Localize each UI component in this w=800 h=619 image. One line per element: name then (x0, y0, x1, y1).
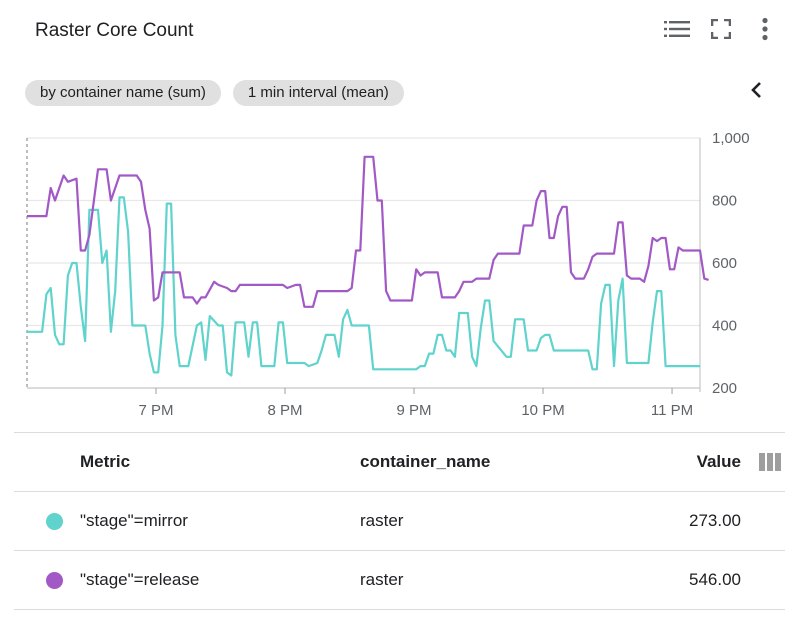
y-tick-label: 200 (712, 380, 737, 397)
series-color-dot (46, 572, 63, 590)
value-column-header[interactable]: Value (696, 452, 741, 471)
chart-toolbar (662, 14, 780, 44)
view-column-icon[interactable] (759, 453, 781, 476)
series-color-dot (46, 513, 63, 531)
list-icon[interactable] (662, 14, 692, 44)
interval-chip[interactable]: 1 min interval (mean) (232, 80, 404, 106)
y-tick-label: 400 (712, 318, 737, 335)
x-tick-label: 7 PM (139, 402, 174, 419)
legend-metric: "stage"=release (80, 550, 360, 610)
legend-color-cell (14, 491, 80, 551)
value-column-header-cell: Value (670, 432, 785, 492)
x-tick-labels: 7 PM 8 PM 9 PM 10 PM 11 PM (139, 388, 693, 419)
x-tick-label: 10 PM (521, 402, 564, 419)
legend-row-release[interactable]: "stage"=release raster 546.00 (14, 550, 785, 610)
legend-row-mirror[interactable]: "stage"=mirror raster 273.00 (14, 491, 785, 551)
line-chart: 1,000 800 600 400 200 7 PM 8 PM 9 PM 10 PM 11 PM (26, 130, 750, 419)
chevron-left-icon[interactable] (742, 76, 770, 104)
legend-metric: "stage"=mirror (80, 491, 360, 551)
more-vert-icon[interactable] (750, 14, 780, 44)
legend-value: 546.00 (670, 550, 785, 610)
container-column-header[interactable]: container_name (360, 432, 670, 492)
legend-container: raster (360, 550, 670, 610)
chart-title: Raster Core Count (35, 20, 194, 41)
chip-group: by container name (sum) 1 min interval (… (25, 80, 404, 106)
y-tick-label: 800 (712, 193, 737, 210)
fullscreen-icon[interactable] (706, 14, 736, 44)
y-tick-labels: 1,000 800 600 400 200 (712, 130, 750, 397)
header-spacer (14, 432, 80, 492)
legend-color-cell (14, 550, 80, 610)
legend-container: raster (360, 491, 670, 551)
y-tick-label: 1,000 (712, 130, 750, 147)
series-line-mirror[interactable] (27, 196, 700, 377)
legend-value: 273.00 (670, 491, 785, 551)
series-layer (27, 155, 709, 377)
x-tick-label: 8 PM (268, 402, 303, 419)
x-tick-label: 11 PM (651, 402, 693, 419)
y-tick-label: 600 (712, 255, 737, 272)
series-line-release[interactable] (27, 155, 709, 308)
x-tick-label: 9 PM (397, 402, 432, 419)
legend-header-row: Metric container_name Value (14, 432, 785, 492)
metric-column-header[interactable]: Metric (80, 432, 360, 492)
group-by-chip[interactable]: by container name (sum) (25, 80, 221, 106)
legend-table: Metric container_name Value "stage"=mirr… (14, 432, 785, 610)
